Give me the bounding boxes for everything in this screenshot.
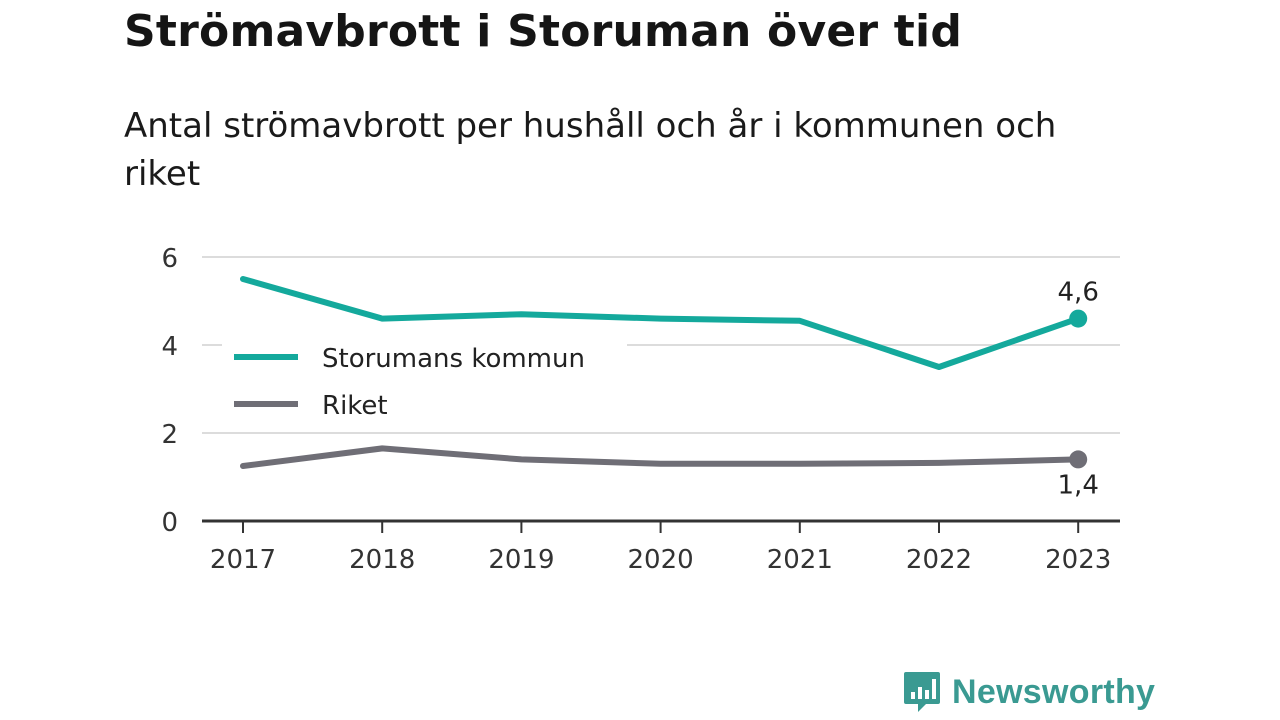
x-tick-label: 2018 (349, 545, 415, 575)
series-end-point (1069, 309, 1088, 328)
x-tick-label: 2021 (767, 545, 833, 575)
series-line (240, 445, 1082, 469)
brand-name: Newsworthy (952, 672, 1156, 711)
legend-label: Storumans kommun (322, 344, 585, 374)
x-tick-label: 2017 (210, 545, 276, 575)
series-end-point (1069, 450, 1088, 469)
legend-background (222, 328, 627, 428)
data-label: 4,6 (1058, 278, 1099, 308)
data-label: 1,4 (1058, 470, 1099, 500)
x-tick-label: 2020 (628, 545, 694, 575)
x-tick-label: 2023 (1045, 545, 1111, 575)
chart-title: Strömavbrott i Storuman över tid (124, 6, 963, 57)
series-line (240, 276, 1082, 370)
y-tick-label: 6 (161, 244, 178, 274)
newsworthy-logo-icon (904, 672, 940, 712)
brand-logo: Newsworthy (902, 670, 1155, 714)
y-tick-label: 4 (161, 332, 178, 362)
y-tick-label: 2 (161, 420, 178, 450)
chart-subtitle: Antal strömavbrott per hushåll och år i … (124, 106, 1057, 194)
x-tick-label: 2022 (906, 545, 972, 575)
y-tick-label: 0 (161, 508, 178, 538)
x-tick-label: 2019 (488, 545, 554, 575)
legend-label: Riket (322, 391, 388, 421)
